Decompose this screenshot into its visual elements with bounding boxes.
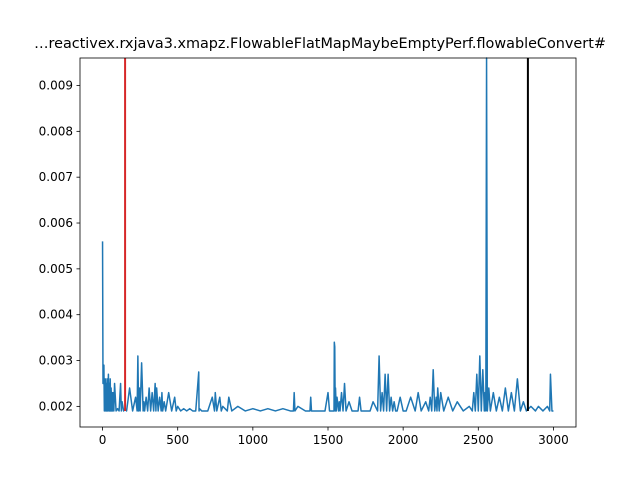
x-axis-ticks: 0 500 1000 1500 2000 2500 3000	[99, 427, 569, 447]
y-tick-label: 0.008	[39, 124, 73, 138]
y-tick-label: 0.009	[39, 79, 73, 93]
chart-title: …reactivex.rxjava3.xmapz.FlowableFlatMap…	[34, 36, 606, 52]
x-tick-label: 500	[166, 433, 189, 447]
y-tick-label: 0.007	[39, 170, 73, 184]
vertical-markers	[124, 58, 529, 411]
y-axis-ticks: 0.002 0.003 0.004 0.005 0.006 0.007 0.008 0.009	[39, 79, 80, 413]
y-tick-label: 0.004	[39, 308, 73, 322]
series-line-0	[101, 57, 554, 412]
x-tick-label: 0	[99, 433, 107, 447]
x-tick-label: 1000	[238, 433, 269, 447]
x-tick-label: 2000	[388, 433, 419, 447]
x-tick-label: 3000	[538, 433, 569, 447]
y-tick-label: 0.003	[39, 354, 73, 368]
x-tick-label: 1500	[313, 433, 344, 447]
y-tick-label: 0.005	[39, 262, 73, 276]
x-tick-label: 2500	[463, 433, 494, 447]
y-tick-label: 0.006	[39, 216, 73, 230]
plot-area	[101, 57, 554, 412]
y-tick-label: 0.002	[39, 399, 73, 413]
